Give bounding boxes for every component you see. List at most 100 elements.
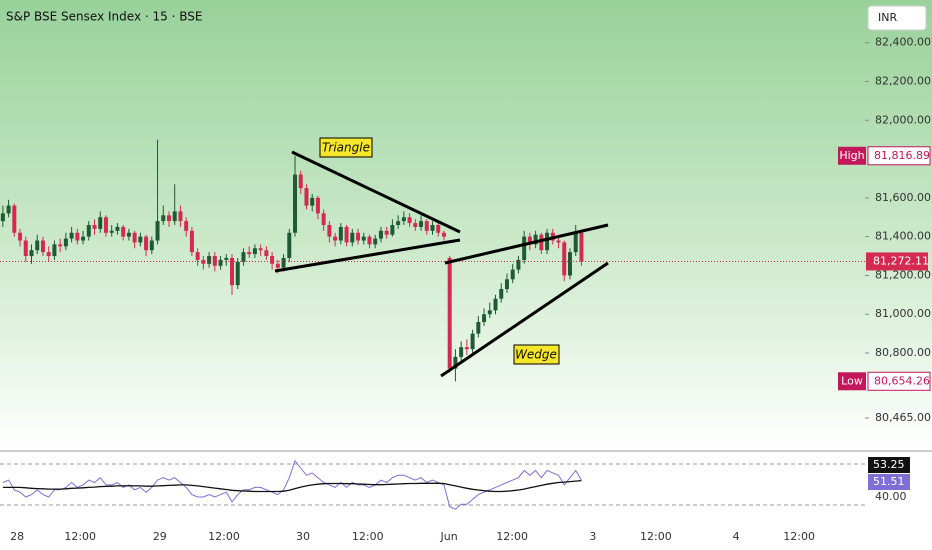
y-tick-label: 81,600.00 — [875, 191, 931, 204]
candle-body — [115, 226, 120, 231]
candle-body — [407, 217, 412, 224]
candle-body — [298, 174, 303, 189]
candle-body — [40, 240, 45, 253]
candle-body — [247, 252, 252, 255]
candle-body — [126, 232, 131, 237]
candle-body — [441, 232, 446, 237]
last-price-box — [866, 252, 928, 271]
candle-body — [144, 236, 149, 251]
candle-body — [430, 225, 435, 231]
candle-body — [264, 250, 269, 257]
candle-body — [396, 221, 401, 225]
candle-body — [0, 213, 5, 222]
indicator-line — [2, 479, 582, 493]
candle-body — [293, 174, 298, 233]
candle-body — [447, 257, 452, 369]
candle-body — [29, 250, 34, 257]
candle-body — [367, 236, 372, 245]
candle-body — [333, 236, 338, 241]
candle-body — [207, 256, 212, 264]
marker-label: High — [839, 149, 864, 162]
candle-body — [235, 261, 240, 286]
candle-body — [69, 232, 74, 239]
x-tick-label: 28 — [10, 530, 24, 543]
candle-body — [63, 238, 68, 247]
triangle-line — [274, 238, 461, 273]
candle-body — [189, 230, 194, 253]
indicator-line — [2, 459, 582, 510]
candle-body — [533, 234, 538, 245]
candle-body — [35, 240, 40, 251]
candle-body — [52, 244, 57, 257]
x-tick-label: 12:00 — [640, 530, 672, 543]
candle-body — [287, 232, 292, 258]
wedge-line — [440, 261, 609, 378]
x-tick-label: 4 — [733, 530, 740, 543]
candle-body — [161, 215, 166, 222]
candle-body — [23, 240, 28, 257]
candle-body — [424, 221, 429, 231]
currency[interactable]: INR — [878, 11, 897, 24]
candle-body — [166, 215, 171, 222]
candle-body — [195, 252, 200, 260]
y-tick-label: 82,400.00 — [875, 36, 931, 49]
candle-body — [224, 257, 229, 260]
candle-body — [258, 248, 263, 251]
candle-body — [310, 197, 315, 206]
price-pane-background — [0, 0, 932, 450]
marker-value: 80,654.26 — [874, 374, 930, 387]
candle-body — [155, 221, 160, 241]
indicator-value: 51.51 — [873, 475, 905, 488]
candle-body — [436, 225, 441, 233]
candle-body — [493, 298, 498, 311]
candle-body — [46, 252, 51, 257]
candle-body — [573, 232, 578, 253]
marker-tag — [838, 146, 866, 165]
wedge-line — [444, 223, 609, 265]
indicator-value: 53.25 — [873, 458, 905, 471]
candle-body — [413, 223, 418, 227]
y-tick-label: 80,465.00 — [875, 411, 931, 424]
candle-body — [464, 347, 469, 350]
marker-value: 81,816.89 — [874, 149, 930, 162]
candle-body — [138, 236, 143, 243]
x-tick-label: 12:00 — [783, 530, 815, 543]
candle-body — [579, 232, 584, 262]
candle-body — [482, 314, 487, 322]
candle-body — [98, 217, 103, 229]
candle-body — [321, 213, 326, 225]
candle-body — [81, 236, 86, 241]
candle-body — [218, 259, 223, 266]
candle-body — [103, 217, 108, 233]
x-tick-label: 12:00 — [352, 530, 384, 543]
candle-body — [92, 225, 97, 229]
candle-body — [6, 205, 11, 214]
annotation: Triangle — [322, 141, 370, 155]
y-tick-label: 40.00 — [875, 490, 907, 503]
candle-body — [315, 197, 320, 214]
candle-body — [545, 232, 550, 251]
y-tick-label: 80,800.00 — [875, 346, 931, 359]
candle-body — [241, 252, 246, 262]
y-tick-label: 81,400.00 — [875, 230, 931, 243]
candle-body — [275, 263, 280, 268]
candle-body — [453, 356, 458, 369]
y-tick-label: 82,000.00 — [875, 113, 931, 126]
candle-body — [356, 232, 361, 241]
candle-body — [361, 236, 366, 241]
candle-body — [378, 230, 383, 239]
x-tick-label: 12:00 — [208, 530, 240, 543]
x-tick-label: 12:00 — [496, 530, 528, 543]
candle-body — [522, 236, 527, 260]
candle-body — [58, 244, 63, 247]
candle-body — [510, 269, 515, 280]
candle-body — [212, 256, 217, 266]
candle-body — [401, 217, 406, 222]
candle-body — [230, 257, 235, 286]
candle-body — [252, 248, 257, 255]
candle-body — [338, 226, 343, 241]
annotation-box — [513, 344, 560, 365]
x-tick-label: 3 — [589, 530, 596, 543]
currency-button[interactable] — [867, 5, 927, 31]
y-tick-label: 81,200.00 — [875, 268, 931, 281]
